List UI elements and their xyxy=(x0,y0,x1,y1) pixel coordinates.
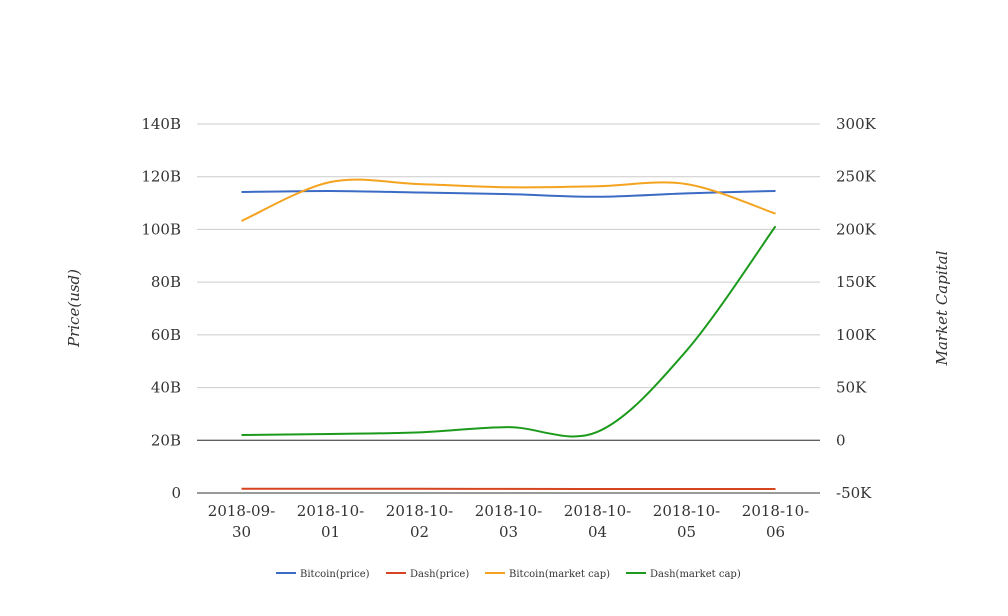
y-axis-title: Price(usd) xyxy=(65,269,83,348)
y2-tick-label: 250K xyxy=(836,168,877,186)
y-tick-label: 40B xyxy=(151,379,181,397)
y-tick-label: 80B xyxy=(151,273,181,291)
x-tick-label: 2018-10-05 xyxy=(653,502,720,541)
right-axis-ticks: -50K 0 50K 100K 150K 200K 250K 300K xyxy=(836,115,877,502)
y2-tick-label: 200K xyxy=(836,220,877,238)
legend-label-dash-market-cap: Dash(market cap) xyxy=(650,569,741,580)
legend-label-bitcoin-market-cap: Bitcoin(market cap) xyxy=(509,569,610,580)
series-line-bitcoin-price xyxy=(241,189,776,198)
y2-tick-label: 300K xyxy=(836,115,877,133)
y-tick-label: 140B xyxy=(141,115,181,133)
legend: Bitcoin(price) Dash(price) Bitcoin(market … xyxy=(276,569,741,580)
x-tick-label: 2018-09-30 xyxy=(208,502,275,541)
y-tick-label: 120B xyxy=(141,168,181,186)
y2-tick-label: 100K xyxy=(836,326,877,344)
y2-axis-title: Market Capital xyxy=(933,250,951,366)
y-tick-label: 100B xyxy=(141,220,181,238)
y2-tick-label: -50K xyxy=(836,484,872,502)
y2-tick-label: 0 xyxy=(836,431,846,449)
x-tick-label: 2018-10-02 xyxy=(386,502,453,541)
y2-tick-label: 50K xyxy=(836,379,867,397)
series-line-bitcoin-market-cap xyxy=(241,178,776,222)
y-tick-label: 20B xyxy=(151,431,181,449)
y-tick-label: 60B xyxy=(151,326,181,344)
gridlines xyxy=(197,123,820,494)
x-axis-ticks: 2018-09-30 2018-10-01 2018-10-02 2018-10-03… xyxy=(208,502,809,541)
y-tick-label: 0 xyxy=(171,484,181,502)
x-tick-label: 2018-10-06 xyxy=(742,502,809,541)
x-tick-label: 2018-10-01 xyxy=(297,502,364,541)
x-tick-label: 2018-10-04 xyxy=(564,502,631,541)
y2-tick-label: 150K xyxy=(836,273,877,291)
x-tick-label: 2018-10-03 xyxy=(475,502,542,541)
legend-label-dash-price: Dash(price) xyxy=(410,569,469,580)
legend-label-bitcoin-price: Bitcoin(price) xyxy=(300,569,370,580)
left-axis-ticks: 0 20B 40B 60B 80B 100B 120B 140B xyxy=(141,115,181,502)
series-line-dash-market-cap xyxy=(241,225,777,438)
series-lines xyxy=(241,178,777,491)
